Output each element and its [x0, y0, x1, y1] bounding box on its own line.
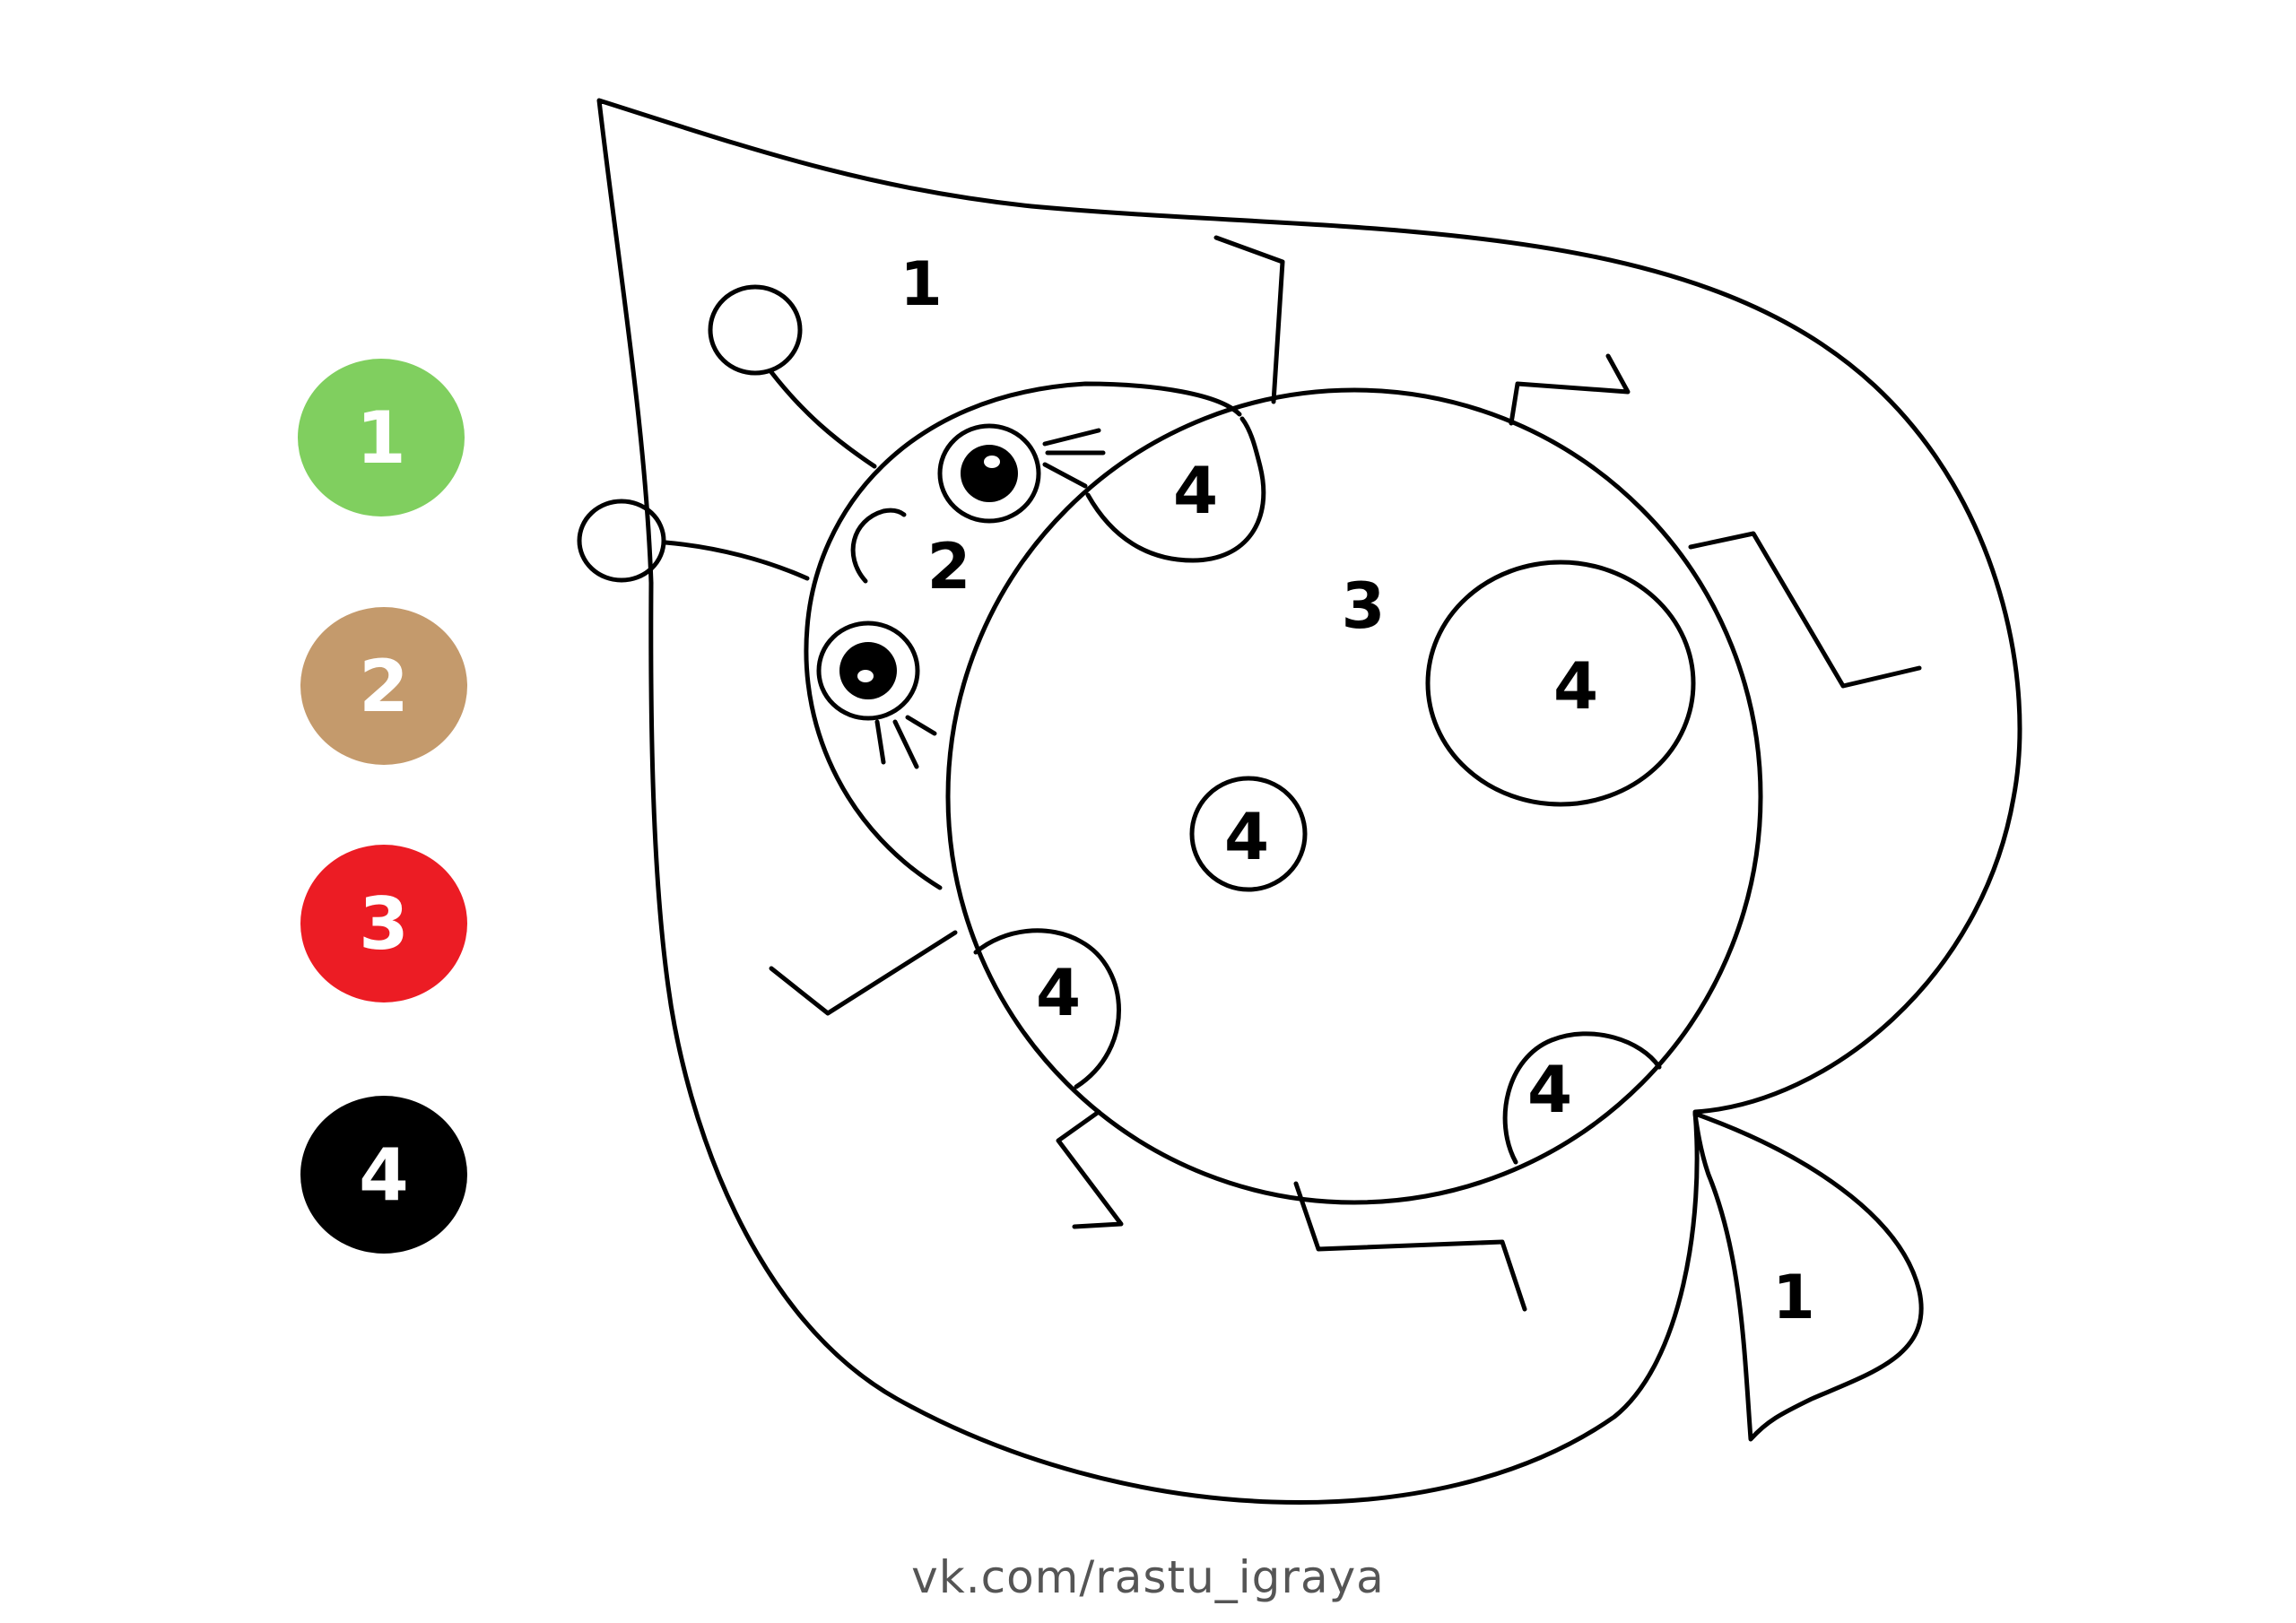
- region-number-leaf-tip: 1: [1772, 1263, 1814, 1333]
- antenna-tip[interactable]: [708, 284, 803, 376]
- legend-number-label: 2: [359, 645, 409, 728]
- legend-color-swatch[interactable]: [298, 359, 465, 516]
- leaf-vein: [769, 930, 958, 1016]
- region-number-head: 2: [927, 530, 971, 603]
- legend-number-label: 1: [356, 396, 406, 480]
- legend-item-2[interactable]: 2: [300, 607, 467, 765]
- legend-item-1[interactable]: 1: [298, 359, 465, 516]
- footer-credit[interactable]: vk.com/rastu_igraya: [911, 1551, 1385, 1603]
- legend-item-3[interactable]: 3: [300, 845, 467, 1002]
- spot-center[interactable]: [1189, 776, 1308, 892]
- leaf-vein: [1056, 1109, 1124, 1229]
- eyelash: [1042, 428, 1106, 489]
- region-number-spot-center: 4: [1224, 799, 1269, 874]
- mouth-arc: [850, 508, 907, 584]
- spot-top[interactable]: [1085, 416, 1266, 563]
- legend-color-swatch[interactable]: [300, 845, 467, 1002]
- pupil-highlight: [857, 670, 874, 682]
- region-numbers: 1 1 2 3 4 4 4 4 4: [900, 249, 1814, 1333]
- region-number-spot-bottom: 4: [1527, 1052, 1572, 1127]
- region-number-body: 3: [1342, 569, 1386, 643]
- antenna-tip[interactable]: [577, 499, 666, 583]
- color-legend: 1 2 3 4: [298, 359, 467, 1254]
- spot-bottom[interactable]: [1502, 1031, 1662, 1165]
- leaf-vein: [1509, 353, 1631, 426]
- eye-upper[interactable]: [937, 423, 1106, 524]
- legend-color-swatch[interactable]: [300, 1096, 467, 1254]
- leaf-vein: [1213, 235, 1285, 404]
- ladybug-head[interactable]: [804, 381, 1242, 890]
- legend-number-label: 3: [359, 882, 409, 966]
- pupil-highlight: [984, 456, 1000, 468]
- antenna: [769, 369, 877, 469]
- region-number-leaf-top: 1: [900, 249, 942, 320]
- leaf-vein: [1293, 1181, 1527, 1312]
- legend-item-4[interactable]: 4: [300, 1096, 467, 1254]
- eye-lower[interactable]: [816, 621, 937, 769]
- region-number-spot-big: 4: [1553, 648, 1598, 724]
- region-number-spot-top: 4: [1173, 453, 1218, 528]
- eyelash: [874, 715, 937, 769]
- spot-left[interactable]: [973, 928, 1121, 1089]
- leaf-vein: [1688, 531, 1922, 689]
- spot-big[interactable]: [1425, 560, 1696, 807]
- pupil: [961, 445, 1018, 502]
- legend-number-label: 4: [359, 1133, 409, 1217]
- eye-pupils: [839, 445, 1018, 699]
- antenna: [663, 540, 810, 581]
- legend-color-swatch[interactable]: [300, 607, 467, 765]
- leaf-tip-fold[interactable]: [1692, 1111, 1924, 1442]
- ladybug-body[interactable]: [945, 387, 1763, 1205]
- region-number-spot-left: 4: [1036, 955, 1081, 1030]
- leaf-outline[interactable]: [596, 98, 2022, 1506]
